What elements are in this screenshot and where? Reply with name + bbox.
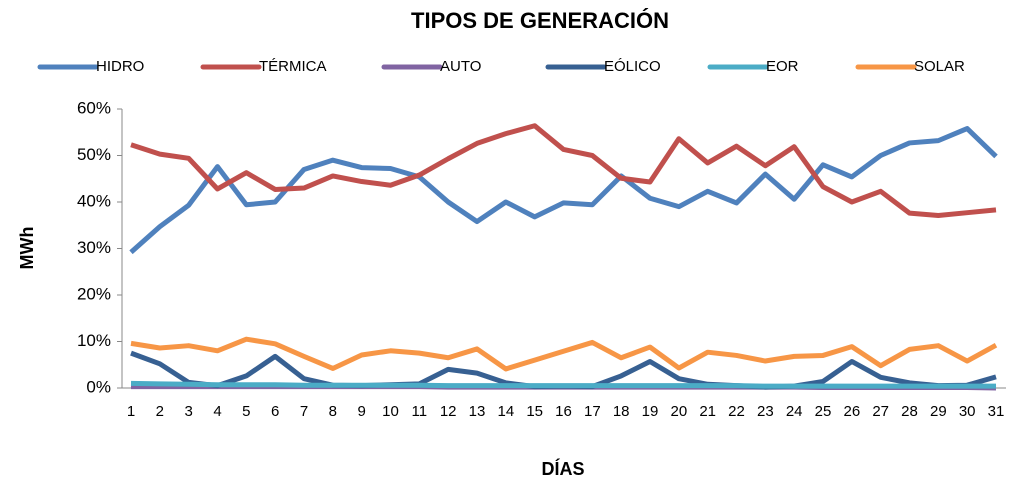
legend-label: HIDRO [96,58,144,75]
legend-label: EÓLICO [604,58,661,75]
x-tick-label: 2 [156,403,164,420]
x-tick-label: 21 [699,403,716,420]
legend-label: TÉRMICA [259,58,327,75]
x-tick-label: 22 [728,403,745,420]
x-tick-label: 24 [786,403,803,420]
series-line [130,380,996,389]
legend-label: AUTO [440,58,481,75]
x-tick-label: 7 [300,403,308,420]
x-tick-label: 12 [440,403,457,420]
x-axis-label: DÍAS [541,458,584,479]
x-tick-label: 3 [184,403,192,420]
y-tick-label: 10% [77,331,111,350]
x-tick-label: 26 [843,403,860,420]
x-tick-label: 4 [213,403,221,420]
y-tick-label: 40% [77,191,111,210]
x-tick-label: 9 [357,403,365,420]
x-tick-label: 25 [815,403,832,420]
series-line [130,336,998,372]
x-tick-label: 11 [412,403,428,420]
x-tick-label: 30 [959,403,976,420]
series-line [130,123,997,218]
series-line [129,126,998,255]
x-tick-label: 31 [988,403,1005,420]
x-tick-label: 18 [613,403,630,420]
x-tick-label: 20 [670,403,687,420]
x-tick-label: 5 [242,403,250,420]
x-tick-label: 19 [642,403,659,420]
x-tick-label: 8 [329,403,337,420]
y-axis-label: MWh [17,227,37,270]
x-tick-label: 10 [382,403,399,420]
x-tick-label: 28 [901,403,918,420]
x-tick-label: 17 [584,403,601,420]
legend-label: EOR [766,58,799,75]
x-tick-label: 1 [127,403,135,420]
y-tick-label: 30% [77,238,111,257]
x-tick-label: 6 [271,403,279,420]
x-tick-label: 16 [555,403,572,420]
x-tick-label: 13 [469,403,486,420]
y-tick-label: 50% [77,145,111,164]
y-tick-label: 0% [86,377,111,396]
y-tick-label: 20% [77,284,111,303]
chart-title: TIPOS DE GENERACIÓN [411,8,669,33]
x-tick-label: 23 [757,403,774,420]
x-tick-label: 27 [872,403,889,420]
x-tick-label: 29 [930,403,947,420]
x-tick-label: 15 [526,403,543,420]
x-tick-label: 14 [497,403,514,420]
legend-label: SOLAR [914,58,965,75]
y-tick-label: 60% [77,98,111,117]
